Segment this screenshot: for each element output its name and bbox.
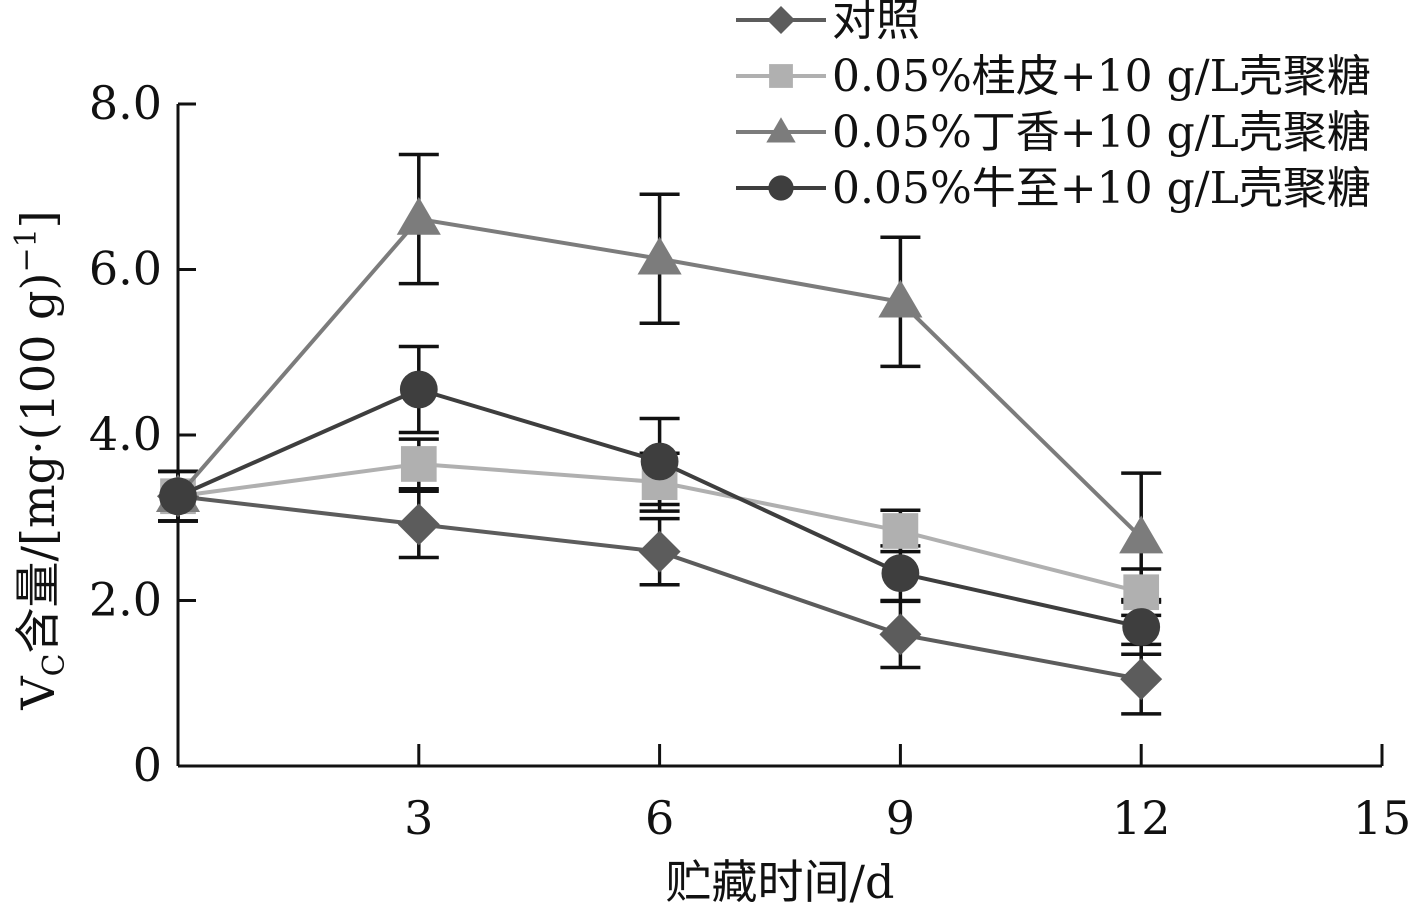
x-tick-label: 12 bbox=[1112, 791, 1171, 845]
series-layer bbox=[155, 152, 1164, 716]
data-point bbox=[1119, 515, 1164, 554]
data-point bbox=[640, 442, 679, 481]
data-point bbox=[1120, 658, 1163, 701]
y-axis-label-close: ] bbox=[11, 210, 65, 228]
legend-marker bbox=[767, 6, 795, 34]
data-point bbox=[882, 513, 919, 549]
x-axis-label: 贮藏时间/d bbox=[666, 855, 895, 906]
data-point bbox=[397, 503, 440, 546]
data-point bbox=[1122, 608, 1161, 646]
y-axis-label-rest: 含量/[mg·(100 g) bbox=[11, 273, 65, 654]
legend-marker bbox=[766, 117, 796, 143]
y-axis-label-sub: C bbox=[37, 653, 72, 676]
data-point bbox=[1123, 574, 1160, 611]
legend-label: 0.05%牛至+10 g/L壳聚糖 bbox=[832, 163, 1371, 214]
legend-marker bbox=[769, 64, 793, 88]
y-axis-label-main: V bbox=[11, 676, 65, 711]
data-point bbox=[878, 279, 923, 318]
legend-item-1: 0.05%桂皮+10 g/L壳聚糖 bbox=[736, 51, 1371, 102]
y-tick-label: 4.0 bbox=[89, 407, 162, 461]
y-axis-label-sup: −1 bbox=[9, 228, 44, 272]
y-tick-label: 0 bbox=[133, 738, 162, 792]
legend-label: 对照 bbox=[832, 0, 920, 46]
legend-item-2: 0.05%丁香+10 g/L壳聚糖 bbox=[736, 107, 1371, 158]
x-tick-label: 6 bbox=[645, 791, 674, 845]
legend-label: 0.05%桂皮+10 g/L壳聚糖 bbox=[832, 51, 1371, 102]
x-tick-label: 15 bbox=[1353, 791, 1409, 845]
data-point bbox=[881, 554, 920, 593]
data-point bbox=[637, 236, 682, 275]
data-point bbox=[400, 446, 437, 482]
legend-item-3: 0.05%牛至+10 g/L壳聚糖 bbox=[736, 163, 1371, 214]
legend-item-0: 对照 bbox=[736, 0, 920, 46]
x-tick-label: 9 bbox=[886, 791, 915, 845]
data-point bbox=[399, 370, 438, 409]
y-tick-label: 6.0 bbox=[89, 242, 162, 296]
y-tick-label: 2.0 bbox=[89, 573, 162, 627]
axes: 0 2.0 4.0 6.0 8.0 3 6 9 12 15 bbox=[89, 76, 1409, 845]
y-axis-label: VC含量/[mg·(100 g)−1] bbox=[9, 210, 72, 710]
y-tick-label: 8.0 bbox=[89, 76, 162, 130]
legend-marker bbox=[768, 175, 794, 201]
x-tick-label: 3 bbox=[404, 791, 433, 845]
data-point bbox=[159, 477, 197, 516]
error-bars-series-3 bbox=[158, 344, 1162, 657]
data-point bbox=[396, 196, 441, 235]
data-point bbox=[638, 530, 681, 573]
data-point bbox=[879, 613, 922, 656]
series-3 bbox=[159, 370, 1161, 646]
legend-label: 0.05%丁香+10 g/L壳聚糖 bbox=[832, 107, 1371, 158]
